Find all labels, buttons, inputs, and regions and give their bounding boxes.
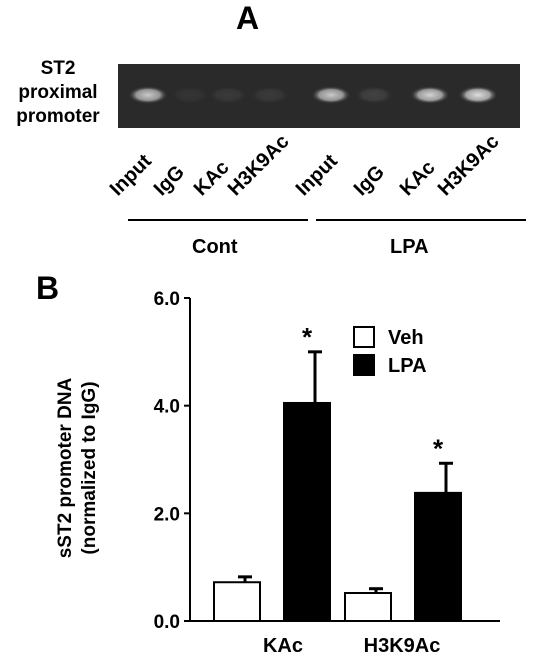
bar-lpa-kac (283, 401, 331, 622)
gel-band-7 (410, 86, 450, 104)
gel-band-6 (354, 86, 394, 104)
bar-veh-kac (213, 581, 261, 622)
legend-swatch-veh (353, 326, 375, 348)
row-label-line2: proximal (18, 82, 98, 103)
gel-band-8 (458, 86, 498, 104)
significance-star-kac: * (302, 322, 313, 352)
gel-band-1 (128, 86, 168, 104)
legend-swatch-lpa (353, 354, 375, 376)
group-line-cont (128, 219, 308, 221)
group-line-lpa (316, 219, 526, 221)
legend-label-lpa: LPA (388, 355, 427, 377)
bar-veh-h3k9ac (344, 592, 392, 622)
legend-label-veh: Veh (388, 327, 424, 349)
group-label-lpa: LPA (390, 236, 429, 258)
panel-b-letter: B (36, 270, 60, 306)
y-tick-label-1: 2.0 (154, 504, 180, 525)
row-label-line1: ST2 (40, 58, 76, 79)
gel-band-3 (208, 86, 248, 104)
y-tick-label-2: 4.0 (154, 397, 180, 418)
bar-lpa-h3k9ac (414, 491, 462, 623)
gel-band-2 (170, 86, 210, 104)
gel-image (118, 64, 520, 128)
y-tick-label-3: 6.0 (154, 289, 180, 310)
row-label-line3: promoter (16, 106, 100, 127)
gel-band-5 (311, 86, 351, 104)
panel-a-letter: A (236, 0, 260, 36)
category-label-h3k9ac: H3K9Ac (364, 635, 441, 657)
significance-star-h3k9ac: * (433, 433, 444, 463)
gel-band-4 (250, 86, 290, 104)
y-tick-label-0: 0.0 (154, 612, 180, 633)
category-label-kac: KAc (263, 635, 303, 657)
group-label-cont: Cont (192, 236, 238, 258)
